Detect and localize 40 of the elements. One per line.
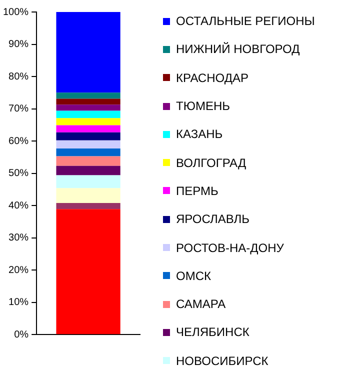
bar — [56, 12, 120, 93]
legend-label: ТЮМЕНЬ — [176, 99, 230, 114]
bar — [56, 92, 120, 99]
legend-label: НИЖНИЙ НОВГОРОД — [176, 42, 300, 56]
bar — [56, 140, 120, 148]
y-tick-label: 40% — [8, 200, 29, 212]
bar — [56, 110, 120, 118]
bar — [56, 125, 120, 132]
y-tick-label: 30% — [8, 232, 29, 244]
y-tick-label: 50% — [8, 168, 29, 180]
legend-label: КРАСНОДАР — [176, 70, 248, 85]
legend-label: ЧЕЛЯБИНСК — [176, 325, 250, 340]
legend-label: ВОЛГОГРАД — [176, 156, 246, 170]
y-tick-label: 100% — [3, 6, 29, 18]
legend-label: НОВОСИБИРСК — [176, 354, 268, 368]
bar — [56, 175, 120, 188]
legend-label: ПЕРМЬ — [176, 184, 218, 198]
y-tick-label: 80% — [8, 71, 29, 82]
bar — [56, 156, 120, 166]
y-tick-label: 60% — [8, 136, 29, 147]
y-tick-label: 90% — [8, 39, 29, 50]
bar — [56, 132, 120, 140]
bar — [56, 166, 120, 176]
legend-label: ОСТАЛЬНЫЕ РЕГИОНЫ — [176, 14, 315, 28]
bar — [56, 209, 120, 334]
y-tick-label: 20% — [8, 264, 29, 276]
y-tick-label: 0% — [14, 329, 29, 340]
y-tick-label: 70% — [8, 104, 29, 115]
bar — [56, 148, 120, 156]
bar — [56, 202, 120, 210]
legend-label: ЯРОСЛАВЛЬ — [176, 212, 250, 226]
legend-label: САМАРА — [176, 297, 226, 312]
bar — [56, 188, 120, 203]
legend-label: РОСТОВ-НА-ДОНУ — [176, 240, 284, 255]
bar — [56, 98, 120, 105]
legend-label: КАЗАНЬ — [176, 127, 223, 142]
legend-label: ОМСК — [176, 268, 211, 283]
bar — [56, 104, 120, 111]
bar — [56, 118, 120, 126]
y-tick-label: 10% — [8, 297, 29, 308]
